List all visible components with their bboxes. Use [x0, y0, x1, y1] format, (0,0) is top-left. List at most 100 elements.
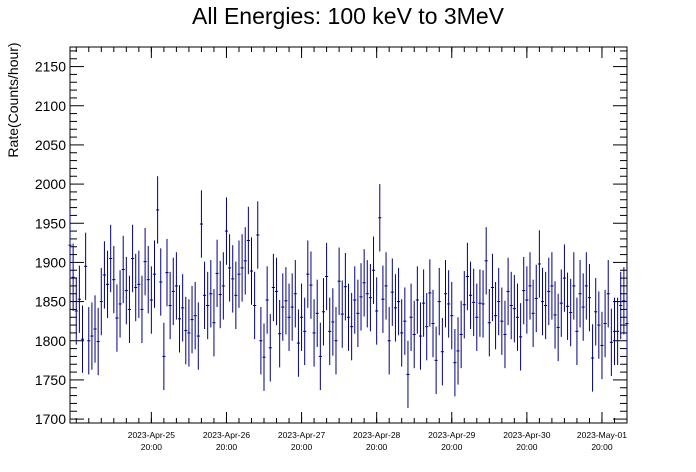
y-tick-label: 1900	[35, 254, 66, 270]
data-point	[500, 287, 504, 355]
data-point	[325, 242, 329, 311]
x-tick-date: 2023-Apr-27	[278, 430, 326, 440]
data-point	[268, 314, 272, 382]
data-point	[131, 224, 135, 293]
data-point	[115, 284, 119, 352]
data-point	[481, 270, 485, 338]
data-point	[362, 249, 366, 317]
data-point	[425, 292, 429, 361]
x-tick-date: 2023-Apr-30	[503, 430, 551, 440]
plot-frame	[69, 46, 628, 424]
data-point	[418, 302, 423, 370]
data-point	[625, 289, 629, 358]
data-point	[156, 176, 160, 244]
data-point	[124, 256, 128, 325]
data-point	[121, 235, 125, 304]
data-point	[80, 305, 85, 373]
data-point	[228, 234, 232, 302]
data-point	[96, 307, 100, 376]
data-point	[209, 260, 213, 328]
data-point	[503, 300, 507, 369]
data-point	[428, 259, 432, 327]
data-point	[412, 300, 416, 369]
data-point	[102, 241, 106, 309]
data-point	[274, 257, 279, 326]
data-point	[218, 260, 222, 329]
x-tick-time: 20:00	[366, 442, 388, 452]
data-point	[87, 307, 91, 375]
data-point	[290, 273, 294, 341]
data-point	[512, 274, 516, 343]
data-point	[556, 293, 560, 362]
x-tick-date: 2023-Apr-26	[203, 430, 251, 440]
data-point	[193, 282, 197, 350]
data-point	[331, 288, 335, 356]
data-point	[431, 289, 435, 358]
data-point	[118, 270, 122, 338]
data-point	[206, 271, 210, 340]
data-point	[306, 240, 310, 308]
data-point	[528, 252, 532, 320]
data-point	[278, 300, 282, 368]
data-point	[174, 252, 178, 320]
data-point	[472, 268, 476, 337]
data-point	[581, 273, 585, 341]
data-point	[159, 248, 163, 316]
data-point	[112, 245, 116, 314]
y-tick-label: 1800	[35, 333, 66, 349]
data-point	[616, 297, 620, 366]
data-point	[453, 329, 457, 397]
data-point	[231, 245, 235, 313]
data-point	[190, 285, 194, 354]
data-point	[253, 271, 257, 340]
data-point	[202, 261, 207, 329]
data-point	[440, 318, 444, 386]
x-tick-time: 20:00	[216, 442, 238, 452]
y-tick-label: 2000	[35, 176, 66, 192]
x-tick-date: 2023-Apr-28	[353, 430, 401, 440]
data-point	[519, 303, 523, 371]
x-tick-time: 20:00	[516, 442, 538, 452]
data-point	[540, 267, 545, 336]
data-point	[422, 269, 426, 337]
data-point	[271, 253, 275, 322]
data-point	[468, 261, 473, 329]
data-point	[565, 272, 570, 340]
x-tick-time: 20:00	[591, 442, 613, 452]
data-point	[93, 295, 97, 363]
data-point	[74, 277, 78, 345]
data-point	[478, 269, 482, 337]
x-tick-date: 2023-May-01	[577, 430, 627, 440]
data-point	[162, 322, 166, 391]
data-point	[371, 236, 376, 304]
data-point	[259, 307, 263, 375]
data-point	[365, 260, 369, 328]
data-point	[459, 300, 463, 369]
y-axis-ticks: 1700 1750 1800 1850 1900 1950 2000 2050 2100 2150	[35, 59, 627, 427]
data-point	[109, 224, 113, 293]
data-point	[409, 283, 413, 351]
data-point	[221, 252, 225, 320]
data-point	[575, 297, 579, 366]
data-point	[359, 263, 363, 331]
data-point	[212, 289, 216, 357]
y-tick-label: 2100	[35, 98, 66, 114]
data-point	[597, 291, 601, 359]
data-point	[606, 260, 610, 328]
data-point	[515, 283, 520, 351]
data-point	[487, 289, 491, 357]
data-point	[143, 227, 147, 296]
data-point	[465, 242, 469, 311]
x-tick-date: 2023-Apr-29	[428, 430, 476, 440]
data-point	[187, 299, 191, 367]
data-point	[591, 324, 595, 392]
data-point	[356, 279, 360, 348]
data-point	[569, 278, 573, 347]
data-point	[384, 252, 388, 320]
data-point	[572, 252, 576, 320]
data-point	[309, 251, 313, 319]
chart-title: All Energies: 100 keV to 3MeV	[192, 3, 505, 29]
data-point	[346, 283, 351, 351]
data-point	[393, 274, 398, 342]
